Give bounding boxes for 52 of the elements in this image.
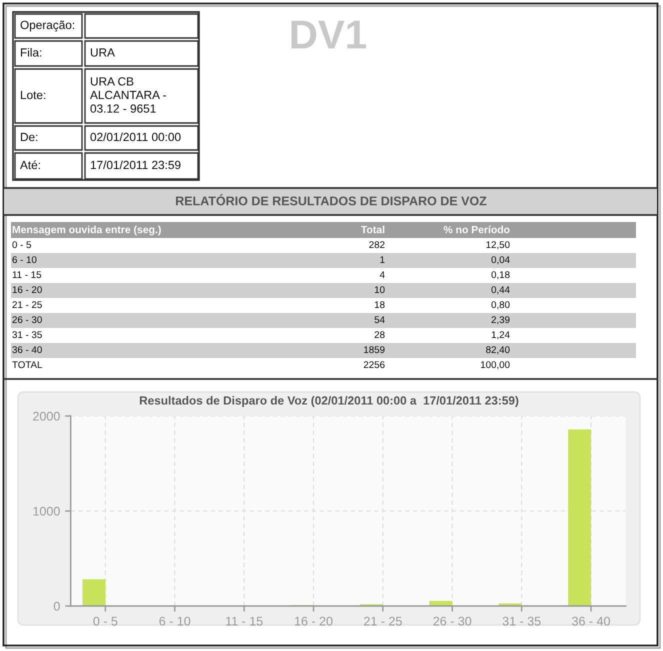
text: 17/01/2011 23:59 xyxy=(90,160,180,170)
text: TOTAL xyxy=(12,361,42,368)
text: 26 - 30 xyxy=(12,316,42,324)
text: 1859 xyxy=(364,346,385,354)
text: 2,39 xyxy=(492,316,510,324)
text: 0,80 xyxy=(491,301,510,310)
text: 0,18 xyxy=(491,271,510,280)
x-tick-label: 36 - 40 xyxy=(572,616,610,626)
text: Operação: xyxy=(20,20,74,32)
text: 1,24 xyxy=(492,331,510,340)
text: 11 - 15 xyxy=(12,271,42,278)
y-tick-label: 1000 xyxy=(33,506,60,516)
text: 0 - 5 xyxy=(12,241,32,248)
x-tick-label: 31 - 35 xyxy=(502,616,541,626)
y-tick-label: 0 xyxy=(54,602,60,611)
x-tick-label: 21 - 25 xyxy=(364,616,402,626)
text: 02/01/2011 00:00 xyxy=(90,132,181,142)
x-tick-label: 16 - 20 xyxy=(295,616,332,626)
text: Fila: xyxy=(20,48,42,57)
text: 282 xyxy=(369,241,385,248)
text: 12,50 xyxy=(486,241,510,250)
text: 4 xyxy=(380,271,385,278)
text: 10 xyxy=(374,286,385,294)
text: 1 xyxy=(380,256,385,264)
text: URA CB ALCANTARA - 03.12 - 9651 xyxy=(90,77,166,113)
text: RELATÓRIO DE RESULTADOS DE DISPARO DE VOZ xyxy=(176,194,486,206)
text: 0,04 xyxy=(491,256,510,264)
text: 16 - 20 xyxy=(12,286,42,294)
text: De: xyxy=(20,132,38,142)
text: Mensagem ouvida entre (seg.) xyxy=(12,226,161,236)
text: Lote: xyxy=(20,90,46,100)
text: 82,40 xyxy=(486,346,510,354)
text: 0,44 xyxy=(491,286,510,294)
text: URA xyxy=(90,48,115,57)
text: 54 xyxy=(374,316,385,324)
text: 6 - 10 xyxy=(12,256,36,264)
text: 18 xyxy=(374,301,385,308)
x-tick-label: 0 - 5 xyxy=(93,616,118,626)
text: Até: xyxy=(20,160,40,170)
x-tick-label: 6 - 10 xyxy=(159,616,190,626)
text: 28 xyxy=(374,331,385,338)
text: 2256 xyxy=(364,361,385,368)
text: 31 - 35 xyxy=(12,331,42,338)
y-tick-label: 2000 xyxy=(33,412,60,421)
chart-title: Resultados de Disparo de Voz (02/01/2011 00:00 a 17/01/2011 23:59) xyxy=(140,396,518,408)
text: 36 - 40 xyxy=(12,346,42,354)
x-tick-label: 11 - 15 xyxy=(226,616,263,626)
x-tick-label: 26 - 30 xyxy=(433,616,472,626)
text: 100,00 xyxy=(481,361,510,370)
text: % no Período xyxy=(444,226,510,234)
text: Total xyxy=(361,226,384,234)
text: 21 - 25 xyxy=(12,301,42,308)
